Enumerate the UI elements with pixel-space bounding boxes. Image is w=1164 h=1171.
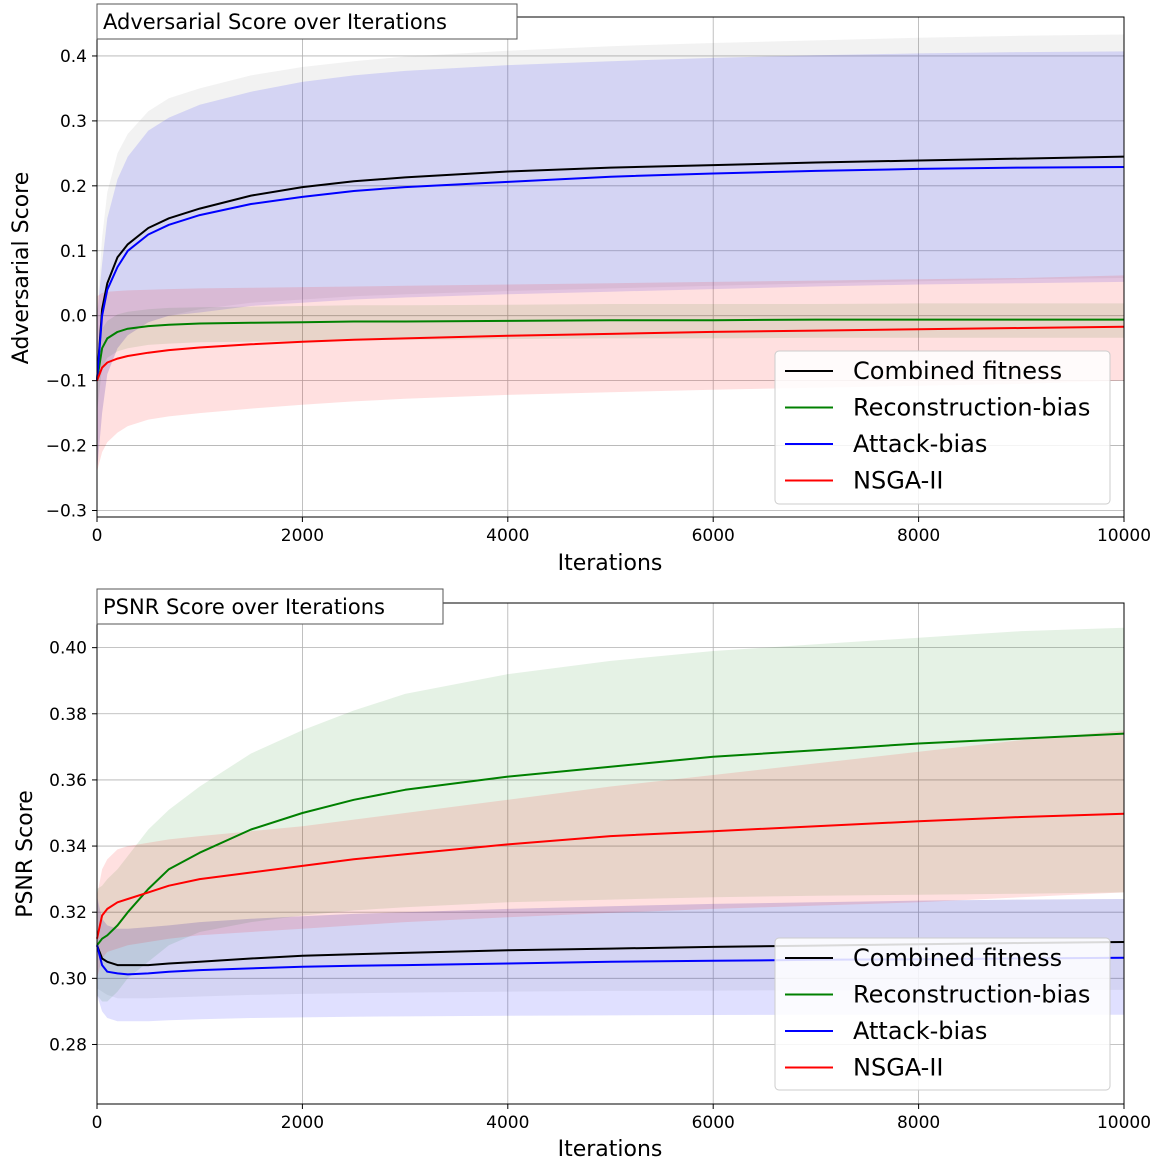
adversarial-x-tick-label: 4000 (486, 526, 529, 546)
psnr-x-tick-label: 8000 (897, 1113, 940, 1133)
psnr-y-tick-label: 0.38 (49, 705, 87, 725)
adversarial-chart-title: Adversarial Score over Iterations (103, 10, 447, 34)
psnr-chart-title: PSNR Score over Iterations (103, 595, 385, 619)
adversarial-title-box: Adversarial Score over Iterations (96, 3, 518, 40)
adversarial-axes-frame (96, 16, 1125, 518)
adversarial-legend: Combined fitness Reconstruction-bias Attac… (774, 350, 1111, 505)
psnr-x-tick-label: 2000 (281, 1113, 324, 1133)
psnr-band-reconstruction-bias (97, 627, 1124, 1002)
psnr-legend: Combined fitness Reconstruction-bias Attac… (774, 937, 1111, 1091)
psnr-chart: 0 2000 4000 6000 8000 10000 0.28 0.30 0.32 0.34 0.… (13, 588, 1151, 1162)
psnr-y-tick-label: 0.34 (49, 837, 87, 857)
adversarial-bands (97, 34, 1124, 472)
adversarial-grid (96, 17, 1125, 517)
psnr-band-nsga-ii (97, 730, 1124, 979)
psnr-legend-label-nsga-ii: NSGA-II (853, 1054, 944, 1082)
psnr-ticks: 0 2000 4000 6000 8000 10000 0.28 0.30 0.32 0.34 0.… (49, 639, 1151, 1133)
adversarial-y-axis-label: Adversarial Score (9, 172, 34, 365)
adversarial-legend-label-nsga-ii: NSGA-II (853, 467, 944, 495)
psnr-legend-label-attack-bias: Attack-bias (853, 1017, 987, 1045)
adversarial-x-tick-label: 0 (92, 526, 103, 546)
psnr-y-tick-label: 0.28 (49, 1035, 87, 1055)
adversarial-y-tick-label: 0.2 (60, 177, 87, 197)
psnr-y-tick-label: 0.40 (49, 639, 87, 659)
adversarial-line-nsga-ii (96, 325, 1125, 381)
adversarial-legend-label-combined-fitness: Combined fitness (853, 357, 1062, 385)
psnr-x-axis-label: Iterations (558, 1137, 663, 1162)
psnr-line-nsga-ii (96, 812, 1125, 939)
adversarial-y-tick-label: −0.2 (46, 437, 87, 457)
adversarial-x-tick-label: 2000 (281, 526, 324, 546)
adversarial-chart: 0 2000 4000 6000 8000 10000 −0.3 −0.2 −0.1 0.0 0.1… (9, 3, 1151, 576)
adversarial-y-tick-label: 0.4 (60, 47, 87, 67)
psnr-legend-box (774, 937, 1111, 1091)
adversarial-legend-box (774, 350, 1111, 505)
adversarial-lines (96, 155, 1125, 381)
psnr-y-tick-label: 0.32 (49, 903, 87, 923)
adversarial-band-attack-bias (97, 51, 1124, 472)
psnr-x-tick-label: 10000 (1097, 1113, 1151, 1133)
psnr-x-tick-label: 6000 (692, 1113, 735, 1133)
adversarial-x-tick-label: 8000 (897, 526, 940, 546)
adversarial-line-combined-fitness (96, 155, 1125, 381)
adversarial-y-tick-label: 0.3 (60, 112, 87, 132)
adversarial-x-tick-label: 10000 (1097, 526, 1151, 546)
psnr-title-box: PSNR Score over Iterations (96, 588, 444, 625)
adversarial-y-tick-label: −0.1 (46, 372, 87, 392)
adversarial-y-tick-label: −0.3 (46, 502, 87, 522)
psnr-x-tick-label: 0 (92, 1113, 103, 1133)
adversarial-band-nsga-ii (97, 275, 1124, 472)
adversarial-line-attack-bias (96, 166, 1125, 381)
psnr-legend-label-reconstruction-bias: Reconstruction-bias (853, 981, 1090, 1009)
adversarial-legend-label-reconstruction-bias: Reconstruction-bias (853, 394, 1090, 422)
adversarial-x-tick-label: 6000 (692, 526, 735, 546)
psnr-y-axis-label: PSNR Score (13, 790, 38, 918)
adversarial-ticks: 0 2000 4000 6000 8000 10000 −0.3 −0.2 −0.1 0.0 0.1… (46, 47, 1151, 546)
adversarial-x-axis-label: Iterations (558, 551, 663, 576)
psnr-x-tick-label: 4000 (486, 1113, 529, 1133)
adversarial-y-tick-label: 0.0 (60, 307, 87, 327)
adversarial-y-tick-label: 0.1 (60, 242, 87, 262)
adversarial-line-reconstruction-bias (96, 318, 1124, 381)
psnr-line-reconstruction-bias (96, 732, 1125, 946)
psnr-legend-label-combined-fitness: Combined fitness (853, 944, 1062, 972)
adversarial-band-combined-fitness (97, 34, 1124, 472)
psnr-y-tick-label: 0.36 (49, 771, 87, 791)
psnr-y-tick-label: 0.30 (49, 969, 87, 989)
psnr-axes-frame (96, 602, 1125, 1105)
adversarial-legend-label-attack-bias: Attack-bias (853, 430, 987, 458)
